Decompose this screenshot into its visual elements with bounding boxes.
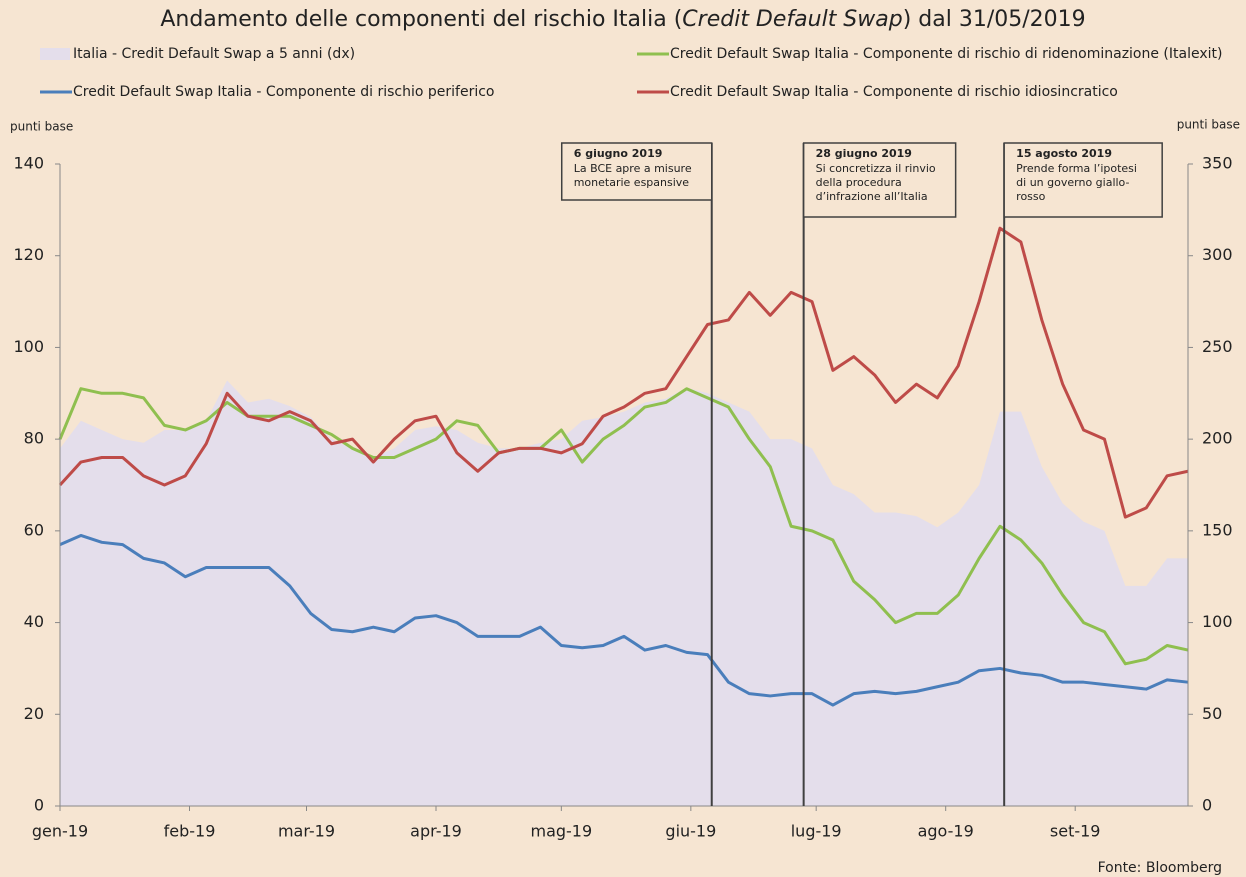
annotation-title: 28 giugno 2019	[816, 147, 912, 160]
y-axis-label: punti base	[10, 120, 73, 134]
y-tick-label: 120	[13, 245, 44, 264]
y2-tick-label: 0	[1202, 796, 1212, 815]
title-part: ) dal 31/05/2019	[903, 7, 1086, 32]
x-tick-label: lug-19	[791, 822, 842, 841]
annotation-text: Si concretizza il rinvio	[816, 162, 936, 175]
y2-axis-label: punti base	[1177, 118, 1240, 132]
source: Fonte: Bloomberg	[1098, 860, 1222, 876]
y2-tick-label: 250	[1202, 337, 1233, 356]
annotation-title: 6 giugno 2019	[574, 147, 663, 160]
y2-tick-label: 300	[1202, 245, 1233, 264]
y-tick-label: 140	[13, 154, 44, 173]
y-tick-label: 20	[24, 704, 44, 723]
annotation-box	[802, 142, 957, 218]
y2-tick-label: 350	[1202, 154, 1233, 173]
y-tick-label: 100	[13, 337, 44, 356]
annotation-text: rosso	[1016, 190, 1045, 203]
y2-tick-label: 50	[1202, 704, 1222, 723]
y-tick-label: 80	[24, 429, 44, 448]
y-tick-label: 60	[24, 520, 44, 539]
y2-tick-label: 100	[1202, 612, 1233, 631]
area	[60, 380, 1188, 806]
annotation-box	[560, 142, 713, 201]
y2-tick-label: 150	[1202, 520, 1233, 539]
y2-tick-label: 200	[1202, 429, 1233, 448]
x-tick-label: apr-19	[410, 822, 462, 841]
x-tick-label: giu-19	[665, 822, 716, 841]
annotation-text: della procedura	[816, 176, 902, 189]
legend-label: Italia - Credit Default Swap a 5 anni (d…	[73, 46, 355, 62]
annotation-title: 15 agosto 2019	[1016, 147, 1112, 160]
annotation-box	[1003, 142, 1163, 218]
line	[59, 533, 1189, 707]
legend-label: Credit Default Swap Italia - Componente …	[73, 84, 495, 100]
legend-label: Credit Default Swap Italia - Componente …	[670, 46, 1222, 62]
chart-title: Andamento delle componenti del rischio I…	[160, 7, 1085, 32]
legend-label: Credit Default Swap Italia - Componente …	[670, 84, 1118, 100]
x-tick-label: mag-19	[530, 822, 592, 841]
annotation-text: La BCE apre a misure	[574, 162, 692, 175]
x-tick-label: mar-19	[278, 822, 335, 841]
annotation-text: di un governo giallo-	[1016, 176, 1129, 189]
annotation-text: d’infrazione all’Italia	[816, 190, 928, 203]
legend-swatch	[40, 48, 70, 60]
y-tick-label: 40	[24, 612, 44, 631]
line	[58, 226, 1189, 519]
annotation-text: Prende forma l’ipotesi	[1016, 162, 1137, 175]
annotation-text: monetarie espansive	[574, 176, 690, 189]
title-part: Credit Default Swap	[682, 7, 902, 32]
x-tick-label: ago-19	[918, 822, 974, 841]
y-tick-label: 0	[34, 796, 44, 815]
x-tick-label: gen-19	[32, 822, 88, 841]
x-tick-label: feb-19	[164, 822, 216, 841]
title-part: Andamento delle componenti del rischio I…	[160, 7, 682, 32]
x-tick-label: set-19	[1050, 822, 1101, 841]
